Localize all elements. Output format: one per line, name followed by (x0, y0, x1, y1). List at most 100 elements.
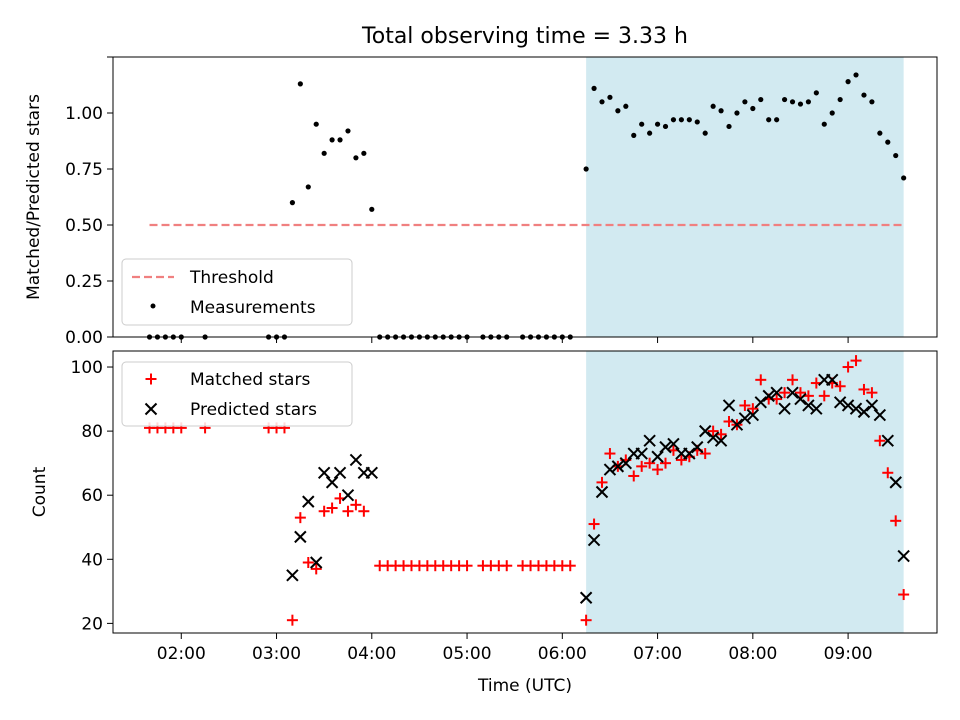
predicted-star-point (794, 392, 807, 406)
measurement-point (845, 79, 851, 85)
bottom-legend-box (121, 361, 353, 427)
matched-star-point (898, 589, 910, 601)
measurement-point (305, 184, 311, 190)
measurement-point (694, 119, 700, 125)
measurement-point (345, 128, 351, 134)
bottom-y-tick-label: 80 (81, 422, 103, 442)
predicted-star-point (294, 530, 307, 544)
bottom-y-ticks: 20 40 60 80 100 (71, 358, 113, 634)
matched-star-point (707, 425, 719, 437)
measurement-point (821, 121, 827, 127)
predicted-star-point (706, 431, 720, 444)
bottom-y-tick-label: 20 (81, 614, 103, 634)
predicted-star-point (857, 405, 871, 419)
legend-predicted-label: Predicted stars (190, 400, 317, 420)
predicted-star-point (333, 466, 347, 479)
predicted-star-point (286, 569, 299, 582)
matched-star-point (834, 380, 846, 392)
measurement-point (797, 101, 804, 107)
matched-star-point (596, 476, 608, 488)
predicted-star-point (587, 533, 601, 547)
predicted-star-point (302, 495, 315, 508)
matched-star-point (358, 505, 370, 517)
top-legend-box (121, 258, 353, 326)
matched-star-point (588, 518, 600, 530)
measurement-point (742, 99, 748, 105)
matched-star-point (850, 355, 862, 367)
matched-star-point (628, 470, 640, 482)
measurement-point (702, 130, 708, 136)
measurement-point (718, 108, 724, 114)
measurement-point (750, 105, 756, 112)
predicted-star-point (897, 549, 910, 563)
measurement-point (639, 121, 645, 127)
x-tick-label: 09:00 (824, 644, 873, 664)
matched-star-point (874, 435, 886, 447)
predicted-star-point (341, 488, 355, 502)
matched-star-point (604, 448, 616, 460)
measurement-point (361, 150, 367, 156)
matched-star-point (842, 361, 854, 373)
measurement-point (329, 137, 335, 143)
top-y-ticks: 0.00 0.25 0.50 0.75 1.00 (65, 56, 113, 348)
predicted-star-point (778, 402, 791, 415)
predicted-star-point (595, 485, 609, 499)
measurement-point (813, 90, 819, 96)
predicted-star-point (754, 396, 767, 409)
predicted-star-point (889, 476, 902, 489)
predicted-star-point (579, 591, 593, 604)
top-chart-title: Total observing time = 3.33 h (361, 24, 688, 49)
predicted-star-point (833, 396, 847, 409)
matched-star-point (866, 387, 878, 399)
matched-star-point (636, 460, 648, 472)
predicted-star-point (730, 418, 744, 431)
legend-x-marker (144, 402, 158, 416)
measurement-point (615, 108, 621, 114)
matched-star-point (755, 374, 767, 386)
measurement-point (662, 123, 669, 130)
measurement-point (631, 132, 637, 138)
bottom-y-axis-label: Count (30, 466, 50, 517)
predicted-star-point (746, 408, 760, 422)
top-legend: Threshold Measurements (121, 258, 353, 326)
matched-star-point (890, 515, 902, 527)
matched-star-point (787, 374, 799, 386)
predicted-star-point (762, 389, 775, 403)
predicted-star-point (611, 460, 625, 473)
matched-star-point (652, 464, 664, 476)
measurement-point (885, 139, 891, 145)
measurement-point (893, 152, 899, 159)
measurement-point (766, 117, 772, 123)
top-y-tick-label: 0.00 (65, 328, 103, 348)
measurement-point (647, 130, 653, 136)
predicted-star-point (841, 399, 855, 412)
top-highlight-rect (586, 57, 904, 337)
x-tick-label: 06:00 (538, 644, 587, 664)
measurement-point (607, 94, 613, 100)
legend-measurements-swatch (150, 303, 156, 309)
bottom-x-ticks: 02:00 03:00 04:00 05:00 06:00 07:00 08:00 09:00 (157, 633, 873, 664)
measurement-point (837, 96, 843, 103)
measurement-point (774, 117, 780, 123)
measurement-point (734, 110, 740, 116)
measurement-point (869, 99, 875, 105)
matched-star-point (794, 387, 806, 399)
predicted-star-point (349, 453, 363, 467)
measurement-point (623, 103, 629, 109)
predicted-star-point (810, 402, 823, 415)
measurement-point (670, 117, 677, 123)
measurement-point (789, 99, 796, 105)
top-x-ticks (180, 337, 849, 343)
top-y-axis-label: Matched/Predicted stars (24, 94, 44, 300)
bottom-highlight-span (586, 351, 904, 633)
matched-star-point (739, 399, 751, 411)
matched-star-point (564, 560, 576, 572)
predicted-star-point (659, 440, 672, 454)
matched-star-point (818, 390, 830, 402)
matched-star-point (294, 512, 306, 524)
matched-star-point (318, 505, 330, 517)
measurement-point (369, 206, 375, 212)
predicted-star-point (738, 412, 752, 425)
matched-star-point (302, 557, 314, 568)
measurement-point (353, 155, 359, 161)
